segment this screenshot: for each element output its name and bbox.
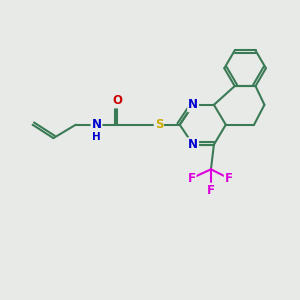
- Text: O: O: [112, 94, 122, 107]
- Text: N: N: [92, 118, 101, 131]
- Text: N: N: [188, 138, 198, 151]
- Text: N: N: [188, 98, 198, 111]
- Text: F: F: [207, 184, 215, 196]
- Text: H: H: [92, 132, 100, 142]
- Text: F: F: [225, 172, 233, 185]
- Text: S: S: [155, 118, 163, 131]
- Text: F: F: [188, 172, 196, 185]
